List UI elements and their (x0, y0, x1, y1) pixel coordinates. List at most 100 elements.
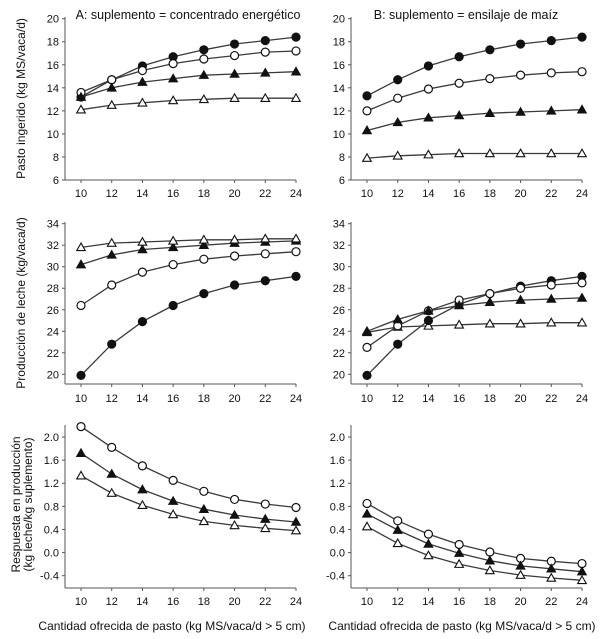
y-tick-label: 12 (333, 106, 345, 118)
data-point (75, 241, 87, 252)
data-point (137, 65, 148, 76)
x-tick-label: 10 (361, 188, 373, 200)
data-point (484, 565, 496, 575)
data-point (485, 547, 495, 557)
x-tick-label: 18 (484, 188, 496, 200)
y-tick-label: 18 (47, 37, 59, 49)
data-point (107, 339, 117, 349)
data-point (546, 68, 556, 78)
x-tick-label: 24 (576, 188, 588, 200)
series-open-circle (362, 67, 587, 116)
data-point (229, 494, 240, 505)
data-point (453, 148, 465, 158)
x-tick-label: 20 (514, 596, 526, 608)
y-tick-label: 2.0 (330, 432, 345, 444)
data-point (290, 66, 302, 76)
data-point (260, 522, 271, 533)
data-point (168, 300, 178, 311)
x-tick-label: 16 (453, 188, 465, 200)
x-tick-label: 10 (75, 393, 87, 405)
x-tick-label: 12 (392, 393, 404, 405)
data-point (423, 550, 434, 560)
data-point (76, 370, 86, 380)
y-tick-label: 14 (47, 83, 59, 95)
y-tick-label: 28 (47, 283, 59, 295)
y-tick-label: 8 (339, 152, 345, 164)
series-open-circle (362, 498, 587, 569)
series-filled-triangle (361, 104, 588, 135)
x-tick-label: 24 (576, 596, 588, 608)
data-point (260, 67, 271, 77)
data-point (106, 249, 117, 259)
data-point (290, 92, 302, 102)
series-open-triangle (75, 92, 302, 114)
data-point (546, 572, 557, 582)
series-line (80, 251, 297, 307)
x-tick-label: 16 (167, 393, 179, 405)
data-point (291, 271, 301, 282)
data-point (260, 233, 271, 243)
y-tick-label: 10 (333, 129, 345, 141)
data-point (484, 296, 496, 307)
data-point (362, 498, 372, 509)
x-tick-label: 10 (75, 596, 87, 608)
data-point (199, 254, 209, 264)
data-point (393, 93, 403, 103)
series-line (366, 297, 583, 332)
series-filled-triangle (75, 66, 302, 101)
y-tick-label: 34 (333, 219, 345, 231)
data-point (454, 539, 464, 550)
x-tick-label: 10 (361, 596, 373, 608)
panel-title: A: suplemento = concentrado energético (76, 8, 301, 22)
data-point (260, 47, 270, 57)
data-point (260, 499, 270, 509)
y-tick-label: 10 (47, 129, 59, 141)
data-point (199, 45, 209, 55)
data-point (576, 317, 588, 327)
data-point (423, 305, 434, 315)
series-line (80, 426, 297, 509)
y-tick-label: -0.4 (326, 571, 345, 583)
data-point (75, 104, 87, 114)
data-point (290, 516, 302, 526)
series-line (80, 452, 297, 523)
x-tick-label: 18 (198, 188, 210, 200)
series-line (80, 71, 297, 98)
data-point (423, 112, 434, 122)
data-point (454, 52, 464, 62)
y-tick-label: 1.6 (44, 455, 59, 467)
chart-panel-a-bottom: -0.4 0.0 0.4 0.8 1.2 1.6 2.0 10 12 14 16 18 20 22 24 Re… (9, 421, 306, 633)
x-tick-label: 16 (453, 393, 465, 405)
data-point (167, 73, 179, 83)
data-point (454, 78, 464, 88)
data-point (484, 148, 496, 158)
data-point (76, 421, 86, 432)
y-tick-label: 0.8 (330, 501, 345, 513)
data-point (362, 106, 372, 116)
y-tick-label: 24 (47, 326, 59, 338)
data-point (167, 495, 179, 505)
data-point (392, 524, 403, 534)
data-point (546, 105, 557, 115)
data-point (423, 538, 434, 548)
data-point (423, 315, 434, 326)
data-point (576, 566, 588, 576)
data-point (515, 39, 526, 49)
data-point (576, 292, 588, 302)
series-filled-triangle (75, 447, 302, 526)
data-point (577, 278, 587, 288)
y-tick-label: 1.2 (330, 478, 345, 490)
series-line (366, 36, 583, 97)
data-point (137, 461, 148, 471)
data-point (485, 45, 495, 55)
y-tick-label: 1.6 (330, 455, 345, 467)
y-tick-label: 8 (53, 152, 59, 164)
x-tick-label: 24 (290, 393, 302, 405)
data-point (546, 317, 557, 327)
series-open-triangle (361, 521, 588, 585)
data-point (291, 46, 301, 56)
x-tick-label: 20 (514, 393, 526, 405)
data-point (106, 82, 117, 92)
x-tick-label: 18 (484, 393, 496, 405)
data-point (137, 76, 148, 86)
